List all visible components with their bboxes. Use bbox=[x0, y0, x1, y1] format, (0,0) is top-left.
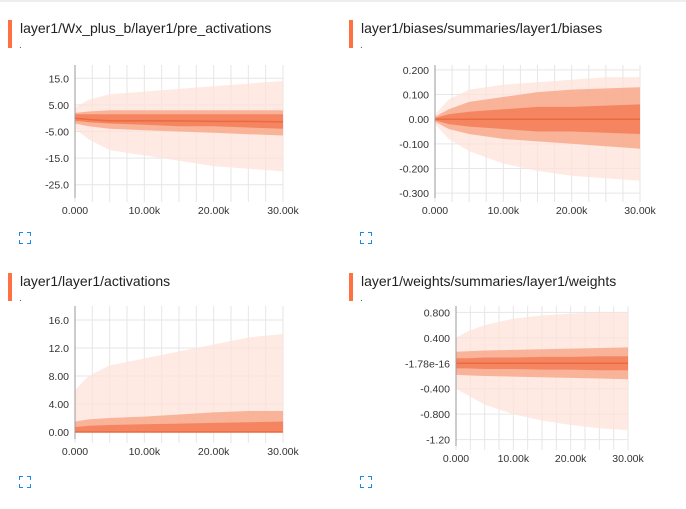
chart-card-pre-activations: layer1/Wx_plus_b/layer1/pre_activations … bbox=[0, 0, 340, 245]
fullscreen-expand-icon[interactable] bbox=[360, 232, 372, 244]
x-tick-label: 0.000 bbox=[443, 453, 469, 465]
x-tick-label: 10.00k bbox=[488, 205, 520, 217]
chart-card-biases: layer1/biases/summaries/layer1/biases . … bbox=[341, 0, 681, 245]
fullscreen-expand-icon[interactable] bbox=[19, 476, 31, 488]
x-tick-label: 30.00k bbox=[612, 453, 644, 465]
card-accent-bar bbox=[8, 273, 12, 301]
y-tick-label: 16.0 bbox=[49, 315, 70, 327]
x-tick-label: 30.00k bbox=[624, 205, 656, 217]
chart-subtitle: . bbox=[19, 40, 22, 51]
y-tick-label: 0.100 bbox=[403, 90, 429, 102]
y-tick-label: 0.800 bbox=[424, 307, 450, 319]
x-tick-label: 0.000 bbox=[422, 205, 448, 217]
y-tick-label: 8.00 bbox=[49, 371, 70, 383]
y-tick-label: -0.300 bbox=[399, 188, 429, 200]
x-tick-label: 10.00k bbox=[498, 453, 530, 465]
y-tick-label: 15.0 bbox=[49, 73, 70, 85]
chart-title: layer1/Wx_plus_b/layer1/pre_activations bbox=[20, 20, 272, 36]
y-tick-label: 12.0 bbox=[49, 343, 70, 355]
x-tick-label: 10.00k bbox=[129, 446, 161, 458]
x-tick-label: 20.00k bbox=[555, 453, 587, 465]
top-divider bbox=[0, 0, 686, 2]
y-tick-label: -0.100 bbox=[399, 139, 429, 151]
y-tick-label: -0.400 bbox=[420, 384, 450, 396]
chart-biases: 0.200 0.100 0.00 -0.100 -0.200 -0.300 0.000 10.… bbox=[399, 65, 656, 217]
y-tick-label: -25.0 bbox=[45, 180, 69, 192]
chart-subtitle: . bbox=[19, 293, 22, 304]
card-accent-bar bbox=[349, 273, 353, 301]
chart-subtitle: . bbox=[360, 40, 363, 51]
chart-title: layer1/layer1/activations bbox=[20, 273, 171, 289]
chart-card-activations: layer1/layer1/activations . 16.0 12.0 8.00… bbox=[0, 253, 340, 498]
chart-title: layer1/weights/summaries/layer1/weights bbox=[361, 273, 617, 289]
card-accent-bar bbox=[8, 20, 12, 48]
x-tick-label: 0.000 bbox=[62, 205, 88, 217]
chart-card-weights: layer1/weights/summaries/layer1/weights … bbox=[341, 253, 681, 498]
fullscreen-expand-icon[interactable] bbox=[19, 232, 31, 244]
fullscreen-expand-icon[interactable] bbox=[360, 476, 372, 488]
x-tick-label: 10.00k bbox=[129, 205, 161, 217]
x-tick-label: 30.00k bbox=[267, 446, 299, 458]
y-tick-label: -1.78e-16 bbox=[405, 358, 450, 370]
y-tick-label: 0.00 bbox=[409, 114, 430, 126]
x-tick-label: 20.00k bbox=[556, 205, 588, 217]
x-tick-label: 20.00k bbox=[198, 446, 230, 458]
x-tick-label: 0.000 bbox=[62, 446, 88, 458]
y-tick-label: 5.00 bbox=[49, 100, 70, 112]
y-tick-label: 4.00 bbox=[49, 399, 70, 411]
y-tick-label: -5.00 bbox=[45, 127, 69, 139]
chart-pre-activations: 15.0 5.00 -5.00 -15.0 -25.0 0.000 10.00k 20.00k… bbox=[45, 65, 300, 217]
y-tick-label: -0.800 bbox=[420, 409, 450, 421]
x-tick-label: 20.00k bbox=[198, 205, 230, 217]
chart-weights: 0.800 0.400 -1.78e-16 -0.400 -0.800 -1.20 0.00… bbox=[405, 306, 645, 465]
y-tick-label: 0.00 bbox=[49, 427, 70, 439]
y-tick-label: -0.200 bbox=[399, 163, 429, 175]
y-tick-label: -15.0 bbox=[45, 153, 69, 165]
y-tick-label: -1.20 bbox=[426, 435, 450, 447]
card-accent-bar bbox=[349, 20, 353, 48]
chart-activations: 16.0 12.0 8.00 4.00 0.00 0.000 10.00k 20.00k 30.… bbox=[49, 306, 300, 458]
chart-title: layer1/biases/summaries/layer1/biases bbox=[361, 20, 603, 36]
series-band-outer bbox=[75, 334, 283, 432]
x-tick-label: 30.00k bbox=[267, 205, 299, 217]
series-band-inner bbox=[75, 421, 283, 432]
y-tick-label: 0.200 bbox=[403, 65, 429, 77]
chart-subtitle: . bbox=[360, 293, 363, 304]
series-median-line bbox=[74, 117, 284, 123]
y-tick-label: 0.400 bbox=[424, 333, 450, 345]
